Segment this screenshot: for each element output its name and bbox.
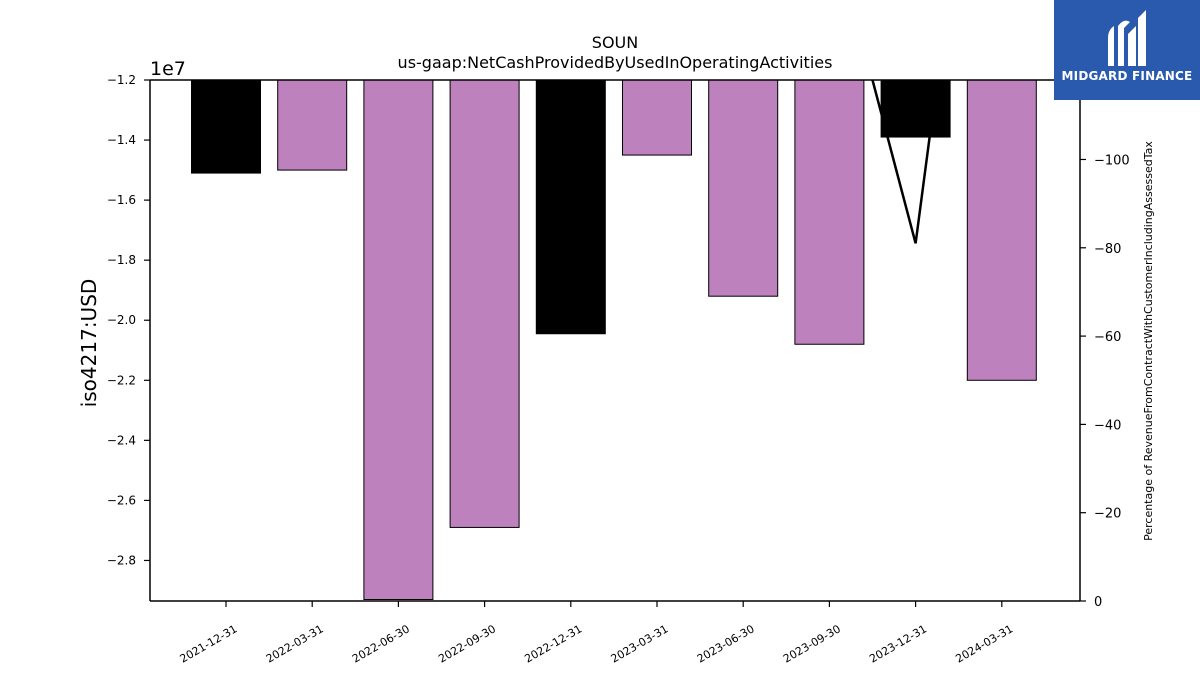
bar-2023-03-31 (622, 80, 692, 156)
bar-2023-06-30 (708, 80, 779, 297)
y-tick-label: −2.4 (107, 433, 136, 447)
chart-title: SOUN (592, 33, 638, 52)
y-tick-label: −1.4 (107, 133, 136, 147)
bar-2022-06-30 (363, 80, 434, 600)
bar-2023-09-30 (794, 80, 865, 345)
x-tick-label: 2023-12-31 (867, 622, 929, 665)
y-multiplier-label: 1e7 (150, 58, 186, 80)
y-tick-label: −2.8 (107, 553, 136, 567)
y-tick-label: −1.6 (107, 193, 136, 207)
y-axis-label: iso4217:USD (77, 279, 101, 408)
x-tick-label: 2024-03-31 (953, 622, 1015, 665)
bar-2023-12-31 (880, 80, 951, 138)
bar-2024-03-31 (966, 80, 1037, 381)
y-tick-label: −1.2 (107, 73, 136, 87)
x-tick-label: 2023-03-31 (609, 622, 671, 665)
y-tick-label: −1.8 (107, 253, 136, 267)
x-tick-label: 2022-06-30 (350, 622, 412, 665)
bar-2022-12-31 (535, 80, 606, 335)
y-tick-label: −2.0 (107, 313, 136, 327)
y2-tick-label: −60 (1094, 330, 1121, 345)
line-series (871, 80, 939, 244)
y-tick-label: −2.2 (107, 373, 136, 387)
chart-subtitle: us-gaap:NetCashProvidedByUsedInOperating… (398, 53, 833, 72)
midgard-logo-icon (1108, 10, 1146, 67)
y2-tick-label: 0 (1094, 595, 1102, 610)
bar-2021-12-31 (191, 80, 261, 174)
x-tick-label: 2023-06-30 (695, 622, 757, 665)
midgard-finance-logo: MIDGARD FINANCE (1054, 0, 1200, 100)
y2-axis-label: Percentage of RevenueFromContractWithCus… (1142, 141, 1155, 541)
logo-text: MIDGARD FINANCE (1061, 69, 1193, 83)
x-tick-label: 2022-12-31 (522, 622, 584, 665)
y2-tick-label: −40 (1094, 418, 1121, 433)
y2-tick-label: −20 (1094, 507, 1121, 522)
x-tick-label: 2022-03-31 (264, 622, 326, 665)
bar-2022-09-30 (449, 80, 520, 528)
x-tick-label: 2022-09-30 (436, 622, 498, 665)
y2-tick-label: −100 (1094, 153, 1130, 168)
y-tick-label: −2.6 (107, 493, 136, 507)
bar-2022-03-31 (277, 80, 348, 171)
y2-tick-label: −80 (1094, 242, 1121, 257)
x-tick-label: 2021-12-31 (178, 622, 240, 665)
x-tick-label: 2023-09-30 (781, 622, 843, 665)
